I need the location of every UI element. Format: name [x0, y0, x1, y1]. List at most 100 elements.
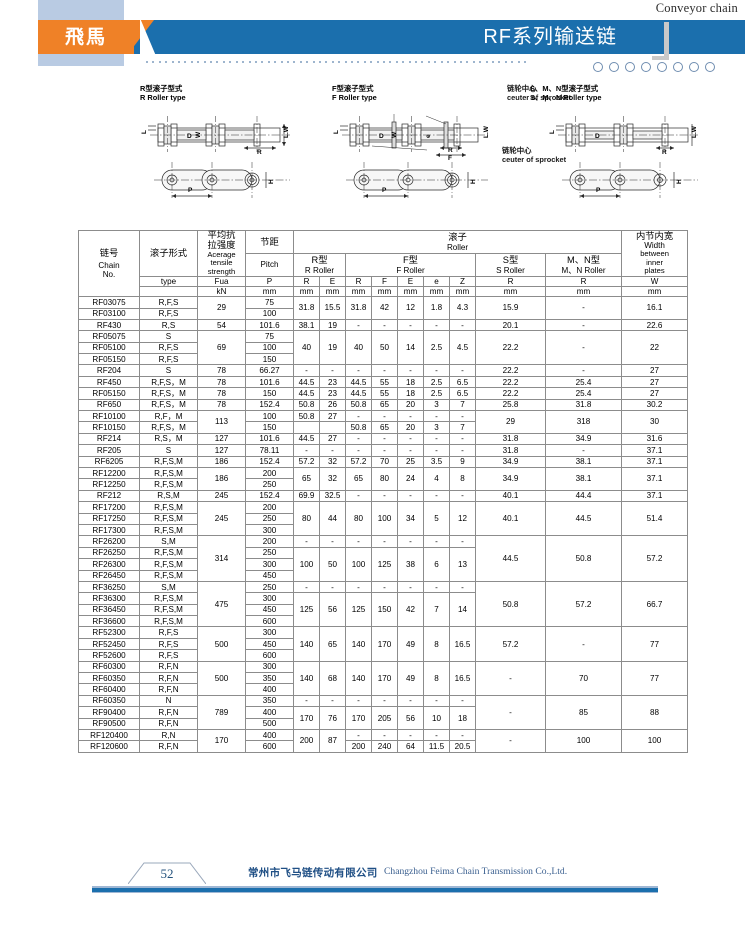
- cell-roller-form: S,M: [139, 535, 198, 548]
- cell-fE: 18: [397, 375, 424, 389]
- table-row: RF03075 R,F,S 29 75 31.8 15.5 31.8 42 12 1.8 4.3 15…: [78, 296, 689, 320]
- svg-text:F: F: [448, 155, 452, 162]
- diagram-f-title-en: F Roller type: [332, 93, 377, 102]
- cell-fF: -: [371, 364, 398, 377]
- cell-fe: 7: [423, 592, 450, 628]
- svg-text:L.W: L.W: [283, 125, 290, 138]
- cell-roller-form: R,F,S: [139, 626, 198, 639]
- cell-fe: -: [423, 535, 450, 548]
- cell-chain-no: RF05075: [78, 330, 140, 343]
- cell-pitch: 100: [245, 410, 294, 423]
- diagram-f-drawing: D R F P W e L.W L H: [333, 114, 490, 198]
- cell-roller-form: R,F,S,M: [139, 501, 198, 514]
- table-row: RF60400 R,F,N 400: [78, 683, 688, 696]
- cell-fE: -: [397, 489, 424, 503]
- cell-tensile: 29: [197, 296, 246, 320]
- cell-chain-no: RF03100: [78, 307, 140, 320]
- sprocket-center-note-top: 链轮中心 ceuter of sprocket: [507, 84, 571, 102]
- cell-rR: 80: [293, 501, 320, 537]
- cell-rR: 100: [293, 546, 320, 582]
- cell-fZ: 14: [449, 592, 476, 628]
- symbol-cell-0: type: [139, 275, 198, 288]
- cell-rR: 170: [293, 706, 320, 730]
- cell-fZ: 20.5: [449, 740, 476, 753]
- cell-s-roller: 29: [475, 410, 546, 434]
- cell-rR: 140: [293, 660, 320, 696]
- sprocket-center-note-top-cn: 链轮中心: [507, 84, 537, 93]
- cell-fR: -: [345, 694, 372, 708]
- cell-tensile: 186: [197, 455, 246, 469]
- cell-chain-no: RF05100: [78, 341, 140, 355]
- cell-fR: 140: [345, 660, 372, 696]
- cell-roller-form: R,F,S，M: [139, 421, 198, 434]
- cell-pitch: 101.6: [245, 432, 294, 446]
- cell-chain-no: RF90400: [78, 706, 140, 719]
- cell-chain-no: RF52450: [78, 637, 140, 651]
- cell-tensile: 170: [197, 728, 246, 753]
- cell-roller-form: R,F,S，M: [139, 375, 198, 389]
- cell-roller-form: R,F,S,M: [139, 603, 198, 617]
- cell-roller-form: R,F,S: [139, 353, 198, 366]
- cell-fe: 3.5: [423, 455, 450, 469]
- cell-fF: 70: [371, 455, 398, 469]
- cell-fZ: -: [449, 728, 476, 742]
- table-row: RF05150 R,F,S，M 78 150 44.5 23 44.5 55 18 2.5 6.5 2…: [78, 387, 689, 400]
- cell-rE: 68: [319, 660, 346, 696]
- cell-roller-form: R,S: [139, 318, 198, 332]
- cell-roller-form: R,S,M: [139, 489, 198, 503]
- cell-chain-no: RF36450: [78, 603, 140, 617]
- cell-roller-form: R,F,S,M: [139, 523, 198, 537]
- cell-pitch: 150: [245, 353, 294, 366]
- cell-pitch: 75: [245, 330, 294, 343]
- cell-s-roller: 34.9: [475, 466, 546, 491]
- cell-fE: 42: [397, 592, 424, 628]
- cell-pitch: 101.6: [245, 375, 294, 389]
- page-number: 52: [160, 866, 174, 881]
- unit-cell-3: mm: [293, 286, 320, 298]
- svg-text:H: H: [470, 179, 477, 184]
- cell-chain-no: RF26250: [78, 546, 140, 560]
- cell-rR: -: [293, 535, 320, 548]
- unit-cell-1: kN: [197, 286, 246, 298]
- svg-text:P: P: [382, 187, 387, 194]
- table-row: RF650 R,F,S，M 78 152.4 50.8 26 50.8 65 20 3 7 25.8 3…: [78, 398, 689, 412]
- table-row: RF05150 R,F,S 150: [78, 353, 688, 366]
- cell-fF: -: [371, 410, 398, 423]
- cell-mn-roller: 50.8: [544, 535, 623, 582]
- cell-pitch: 450: [245, 569, 294, 582]
- table-row: RF36450 R,F,S,M 450: [78, 603, 688, 617]
- cell-chain-no: RF36600: [78, 615, 140, 628]
- cell-chain-no: RF430: [78, 318, 140, 332]
- cell-fR: 40: [345, 330, 372, 366]
- cell-fE: 20: [397, 421, 424, 434]
- sprocket-center-note-bottom: 链轮中心 ceuter of sprocket: [502, 146, 566, 164]
- header-row-units: kN mm mm mm mm mm mm mm mm mm mm mm: [79, 286, 689, 298]
- cell-width: 88: [621, 694, 689, 730]
- table-row: RF17250 R,F,S,M 250: [78, 512, 688, 525]
- cell-tensile: 113: [197, 410, 246, 434]
- cell-fE: 49: [397, 626, 424, 662]
- cell-fR: 50.8: [345, 398, 372, 412]
- cell-chain-no: RF212: [78, 489, 140, 503]
- cell-tensile: 475: [197, 580, 246, 628]
- table-row: RF60350 N 789 350- - - - - - - -85 88: [78, 694, 689, 730]
- cell-s-roller: 31.8: [475, 444, 546, 457]
- cell-roller-form: R,F,S,M: [139, 546, 198, 560]
- svg-text:L: L: [333, 130, 340, 134]
- cell-chain-no: RF05150: [78, 353, 140, 366]
- symbol-cell-1: Fua: [197, 275, 246, 288]
- cell-fR: 44.5: [345, 375, 372, 389]
- cell-fF: 65: [371, 421, 398, 434]
- cell-rR: 69.9: [293, 489, 320, 503]
- cell-fe: 3: [423, 398, 450, 412]
- cell-tensile: 54: [197, 318, 246, 332]
- cell-s-roller: -: [475, 694, 546, 730]
- cell-width: 22: [621, 330, 689, 366]
- banner-slash: [140, 18, 156, 56]
- cell-fR: -: [345, 535, 372, 548]
- cell-fe: 2.5: [423, 375, 450, 389]
- cell-pitch: 250: [245, 546, 294, 560]
- diagram-r-title: R型滚子型式 R Roller type: [140, 84, 300, 102]
- cell-pitch: 200: [245, 466, 294, 480]
- cell-pitch: 150: [245, 421, 294, 434]
